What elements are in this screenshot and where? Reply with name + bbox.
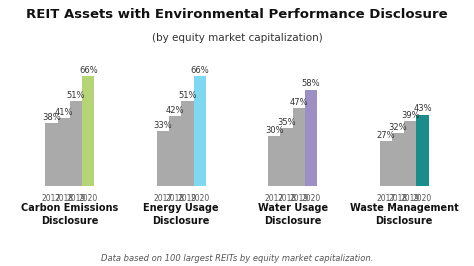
Text: REIT Assets with Environmental Performance Disclosure: REIT Assets with Environmental Performan… [26, 8, 448, 21]
Bar [58, 118, 70, 186]
Text: Waste Management
Disclosure: Waste Management Disclosure [350, 203, 458, 226]
Bar [305, 90, 317, 186]
Text: 51%: 51% [67, 91, 85, 100]
Bar [157, 131, 169, 186]
Text: 41%: 41% [55, 108, 73, 117]
Text: Carbon Emissions
Disclosure: Carbon Emissions Disclosure [21, 203, 118, 226]
Text: 2020: 2020 [413, 194, 432, 203]
Bar [70, 101, 82, 186]
Text: Data based on 100 largest REITs by equity market capitalization.: Data based on 100 largest REITs by equit… [101, 254, 373, 263]
Text: 2019: 2019 [289, 194, 309, 203]
Text: 58%: 58% [302, 80, 320, 88]
Bar [46, 123, 58, 186]
Text: 2019: 2019 [401, 194, 420, 203]
Text: Energy Usage
Disclosure: Energy Usage Disclosure [144, 203, 219, 226]
Text: 2019: 2019 [66, 194, 86, 203]
Text: 2020: 2020 [79, 194, 98, 203]
Bar [281, 128, 292, 186]
Bar [392, 133, 404, 186]
Text: (by equity market capitalization): (by equity market capitalization) [152, 33, 322, 43]
Bar [193, 77, 206, 186]
Bar [181, 101, 193, 186]
Text: 66%: 66% [79, 66, 98, 75]
Bar [82, 77, 94, 186]
Text: 43%: 43% [413, 104, 432, 113]
Text: 33%: 33% [154, 121, 173, 130]
Text: 2017: 2017 [42, 194, 61, 203]
Bar [404, 121, 416, 186]
Text: 2018: 2018 [277, 194, 296, 203]
Text: 2018: 2018 [54, 194, 73, 203]
Text: 32%: 32% [389, 123, 407, 132]
Text: 35%: 35% [277, 118, 296, 127]
Bar [169, 117, 181, 186]
Text: 2017: 2017 [264, 194, 284, 203]
Bar [380, 141, 392, 186]
Text: 2020: 2020 [301, 194, 321, 203]
Text: Water Usage
Disclosure: Water Usage Disclosure [258, 203, 328, 226]
Text: 42%: 42% [166, 106, 184, 115]
Text: 2020: 2020 [190, 194, 210, 203]
Text: 2019: 2019 [178, 194, 197, 203]
Text: 27%: 27% [376, 131, 395, 140]
Text: 2017: 2017 [376, 194, 395, 203]
Text: 2017: 2017 [153, 194, 173, 203]
Text: 30%: 30% [265, 126, 283, 135]
Bar [416, 115, 428, 186]
Text: 2018: 2018 [165, 194, 185, 203]
Bar [292, 108, 305, 186]
Text: 2018: 2018 [388, 194, 408, 203]
Text: 39%: 39% [401, 111, 419, 120]
Text: 66%: 66% [190, 66, 209, 75]
Bar [268, 136, 281, 186]
Text: 38%: 38% [42, 113, 61, 122]
Text: 47%: 47% [290, 98, 308, 107]
Text: 51%: 51% [178, 91, 197, 100]
